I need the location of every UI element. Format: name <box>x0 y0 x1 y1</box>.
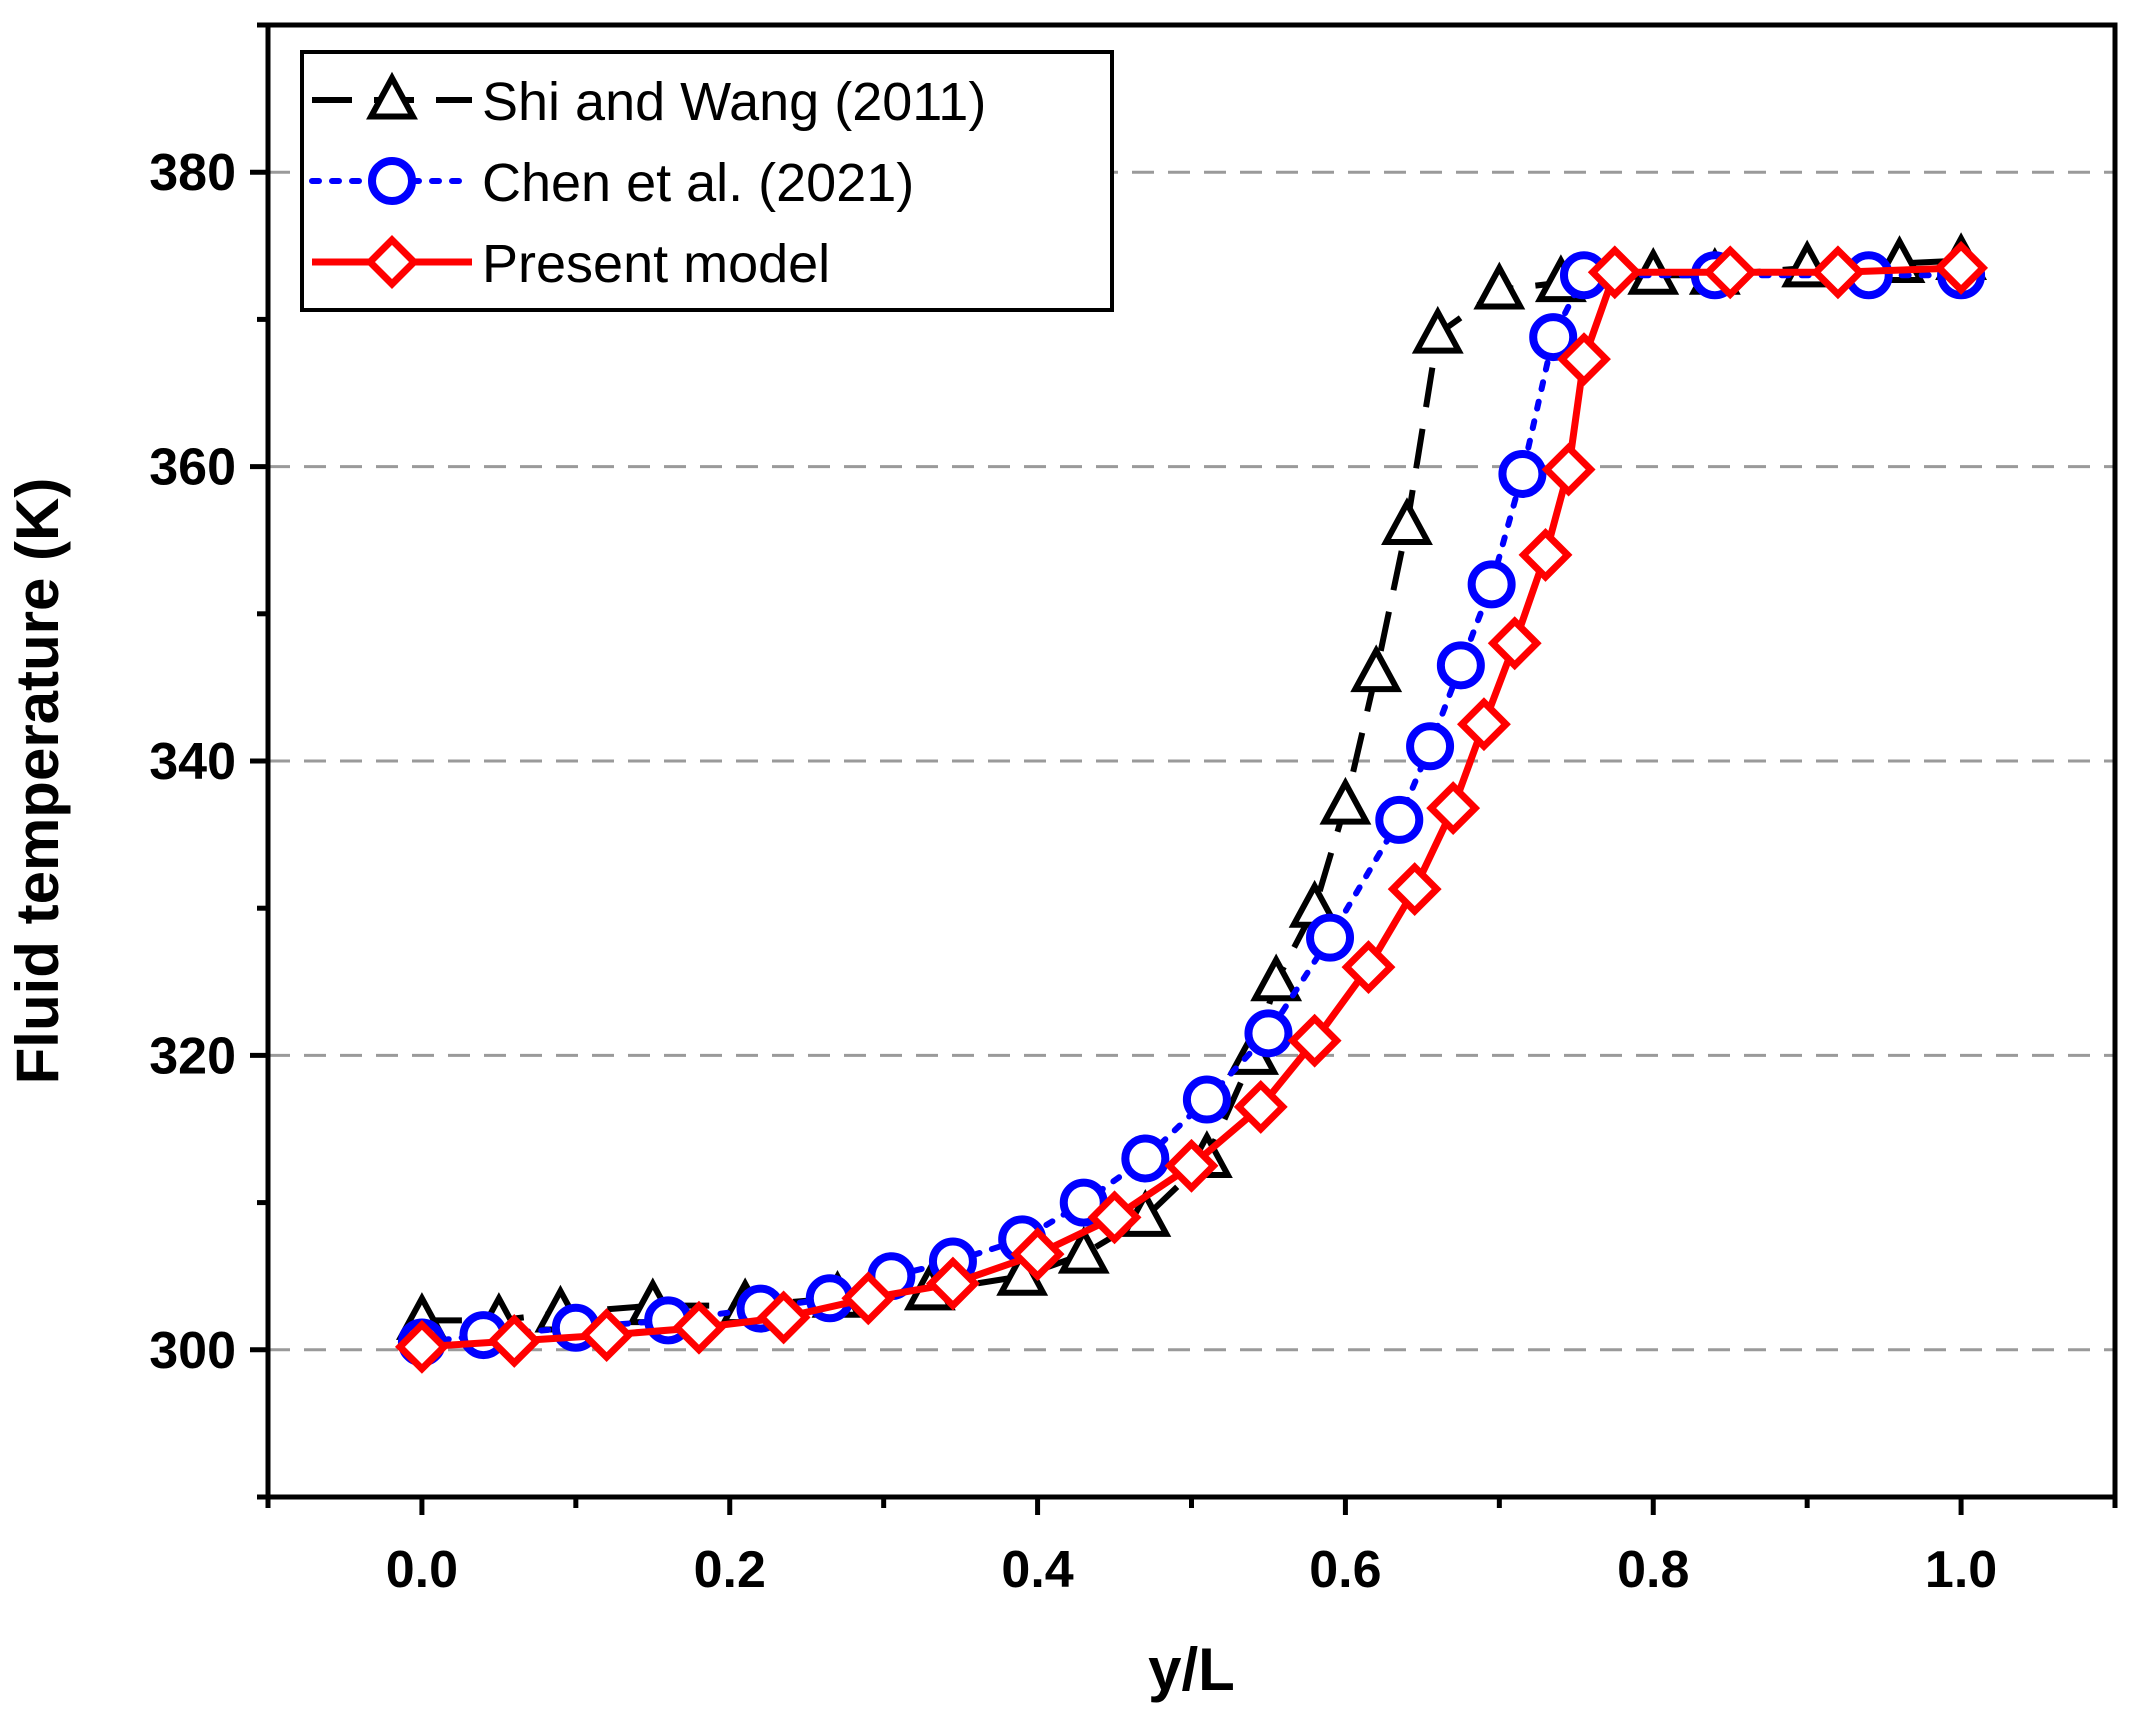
data-point <box>672 1300 726 1355</box>
data-point <box>1341 940 1396 995</box>
x-axis-label: y/L <box>1148 1636 1235 1703</box>
data-point <box>1518 527 1573 582</box>
data-point <box>1411 305 1464 354</box>
data-point <box>1350 644 1403 693</box>
data-point <box>1498 449 1547 498</box>
data-point <box>1233 1079 1288 1134</box>
x-tick-label: 0.4 <box>1001 1541 1073 1599</box>
data-point <box>1087 1190 1142 1245</box>
data-point <box>1244 1009 1293 1058</box>
data-point <box>1406 722 1455 771</box>
data-point <box>1436 641 1485 690</box>
data-point <box>1250 953 1303 1002</box>
x-tick-label: 0.2 <box>694 1541 766 1599</box>
data-point <box>1010 1227 1065 1282</box>
data-point <box>1381 497 1433 545</box>
axes: 300 320 340 360 380 0.0 0.2 0.4 0.6 0.8 1.0 <box>149 22 2118 1599</box>
data-point <box>1456 697 1511 752</box>
data-point <box>1287 1013 1342 1068</box>
data-point <box>841 1271 896 1326</box>
data-point <box>1703 245 1758 300</box>
data-point <box>1811 245 1865 300</box>
data-point <box>1375 795 1424 844</box>
series-1 <box>397 251 1986 1367</box>
data-point <box>1121 1134 1170 1183</box>
x-tick-label: 1.0 <box>1925 1541 1997 1599</box>
data-point <box>1934 240 1989 295</box>
x-tick-label: 0.8 <box>1617 1541 1689 1599</box>
data-point <box>579 1308 634 1363</box>
y-tick-label: 320 <box>149 1027 236 1085</box>
x-tick-label: 0.6 <box>1309 1541 1381 1599</box>
series-2 <box>394 240 1989 1374</box>
data-point <box>1529 313 1578 362</box>
data-point <box>1387 862 1442 917</box>
data-point <box>487 1314 542 1368</box>
legend-marker <box>368 157 416 205</box>
y-axis-label: Fluid temperature (K) <box>4 478 71 1085</box>
data-point <box>1319 776 1372 825</box>
data-point <box>1557 332 1611 387</box>
plot-series <box>394 232 1989 1374</box>
data-point <box>925 1256 980 1311</box>
data-point <box>1487 616 1542 671</box>
legend-marker <box>365 235 419 289</box>
data-point <box>1057 1225 1110 1274</box>
data-point <box>1541 442 1596 497</box>
data-point <box>1467 560 1516 609</box>
legend-label: Chen et al. (2021) <box>482 153 914 213</box>
data-point <box>1426 781 1481 836</box>
data-point <box>394 1319 449 1374</box>
legend-marker <box>366 71 418 120</box>
y-tick-label: 340 <box>149 733 236 791</box>
x-tick-label: 0.0 <box>386 1541 458 1599</box>
data-point <box>1587 245 1642 300</box>
data-point <box>1306 913 1355 962</box>
legend: Shi and Wang (2011) Chen et al. (2021) Pre… <box>300 50 1114 312</box>
y-tick-label: 380 <box>149 144 236 202</box>
legend-label: Shi and Wang (2011) <box>482 72 986 132</box>
data-point <box>1182 1075 1231 1124</box>
y-tick-label: 360 <box>149 439 236 497</box>
data-point <box>756 1290 811 1345</box>
data-point <box>1164 1138 1219 1193</box>
data-point <box>1473 261 1526 310</box>
legend-label: Present model <box>482 234 830 294</box>
y-tick-label: 300 <box>149 1322 236 1380</box>
